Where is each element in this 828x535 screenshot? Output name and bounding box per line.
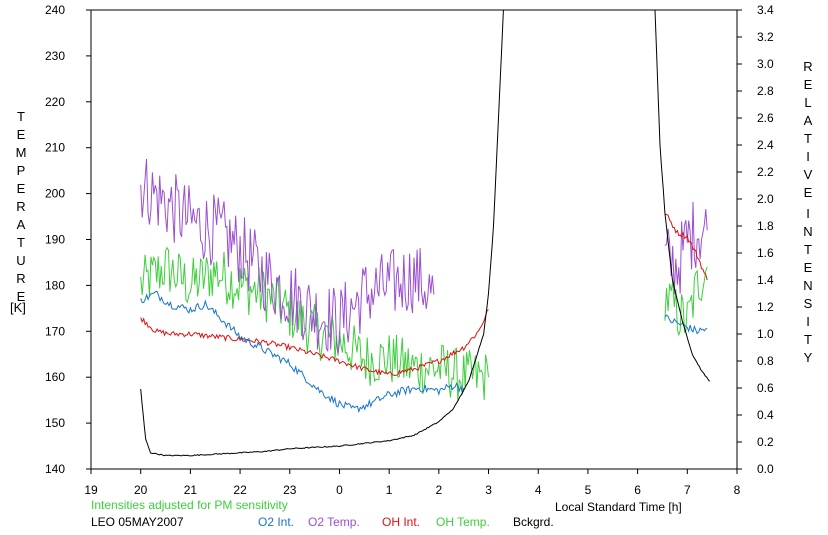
y-left-tick-label: 160 [45, 370, 65, 384]
x-tick-label: 1 [386, 483, 393, 497]
x-tick-label: 8 [734, 483, 741, 497]
legend-o2-temp: O2 Temp. [308, 515, 360, 529]
y-right-tick-label: 0.0 [757, 462, 774, 476]
y-right-tick-label: 2.4 [757, 138, 774, 152]
series-line-oh-int [140, 309, 489, 377]
y-left-tick-label: 200 [45, 187, 65, 201]
y-right-axis: 0.0 0.2 0.4 0.6 0.8 1.0 1.2 1.4 1.6 1.8 2.0 2.2 2.4 2… [737, 3, 774, 476]
y-left-axis: 140 150 160 170 180 190 200 210 220 230 240 [45, 3, 91, 476]
y-right-tick-label: 3.4 [757, 3, 774, 17]
y-right-tick-label: 0.6 [757, 381, 774, 395]
y-right-tick-label: 0.4 [757, 408, 774, 422]
x-axis: 19 20 21 22 23 0 1 2 3 4 5 6 7 8 [84, 469, 741, 497]
series-line-oh-temp [140, 246, 489, 401]
x-tick-label: 4 [535, 483, 542, 497]
series-line-oh-temp [664, 266, 708, 337]
y-left-tick-label: 190 [45, 233, 65, 247]
y-left-tick-label: 140 [45, 462, 65, 476]
y-left-tick-label: 210 [45, 141, 65, 155]
x-tick-label: 20 [134, 483, 148, 497]
station-date: LEO 05MAY2007 [91, 515, 184, 529]
y-right-tick-label: 2.8 [757, 84, 774, 98]
y-right-tick-label: 1.4 [757, 273, 774, 287]
y-left-tick-label: 220 [45, 95, 65, 109]
x-tick-label: 5 [585, 483, 592, 497]
legend-oh-temp: OH Temp. [436, 515, 490, 529]
x-tick-label: 3 [485, 483, 492, 497]
series-line-o2-int [140, 291, 465, 414]
sensitivity-note: Intensities adjusted for PM sensitivity [91, 498, 288, 512]
y-left-tick-label: 240 [45, 3, 65, 17]
x-tick-label: 23 [283, 483, 297, 497]
y-right-tick-label: 2.2 [757, 165, 774, 179]
y-left-tick-label: 170 [45, 324, 65, 338]
y-right-tick-label: 1.8 [757, 219, 774, 233]
series-line-oh-int [664, 213, 708, 281]
plot-frame [90, 9, 738, 470]
x-tick-label: 2 [436, 483, 443, 497]
x-tick-label: 21 [184, 483, 198, 497]
y-right-tick-label: 1.6 [757, 246, 774, 260]
x-tick-label: 19 [84, 483, 98, 497]
series-line-bckgrd [654, 9, 711, 382]
series-line-o2-temp [140, 158, 435, 354]
series-line-bckgrd [140, 9, 504, 457]
y-right-tick-label: 0.8 [757, 354, 774, 368]
x-tick-label: 22 [233, 483, 247, 497]
y-right-tick-label: 1.0 [757, 327, 774, 341]
series-layer [140, 9, 711, 457]
y-left-tick-label: 230 [45, 49, 65, 63]
y-right-tick-label: 2.6 [757, 111, 774, 125]
legend-o2-int: O2 Int. [258, 515, 295, 529]
legend-bckgrd: Bckgrd. [513, 515, 554, 529]
series-line-o2-temp [664, 201, 708, 295]
x-tick-label: 7 [684, 483, 691, 497]
series-line-o2-int [664, 314, 708, 335]
x-axis-title: Local Standard Time [h] [555, 500, 682, 514]
y-left-tick-label: 180 [45, 278, 65, 292]
y-right-tick-label: 3.2 [757, 30, 774, 44]
y-right-tick-label: 0.2 [757, 435, 774, 449]
y-right-tick-label: 3.0 [757, 57, 774, 71]
legend-oh-int: OH Int. [382, 515, 421, 529]
y-right-tick-label: 2.0 [757, 192, 774, 206]
x-tick-label: 6 [634, 483, 641, 497]
y-right-tick-label: 1.2 [757, 300, 774, 314]
y-left-tick-label: 150 [45, 416, 65, 430]
x-tick-label: 0 [336, 483, 343, 497]
left-axis-unit: [K] [10, 300, 26, 315]
